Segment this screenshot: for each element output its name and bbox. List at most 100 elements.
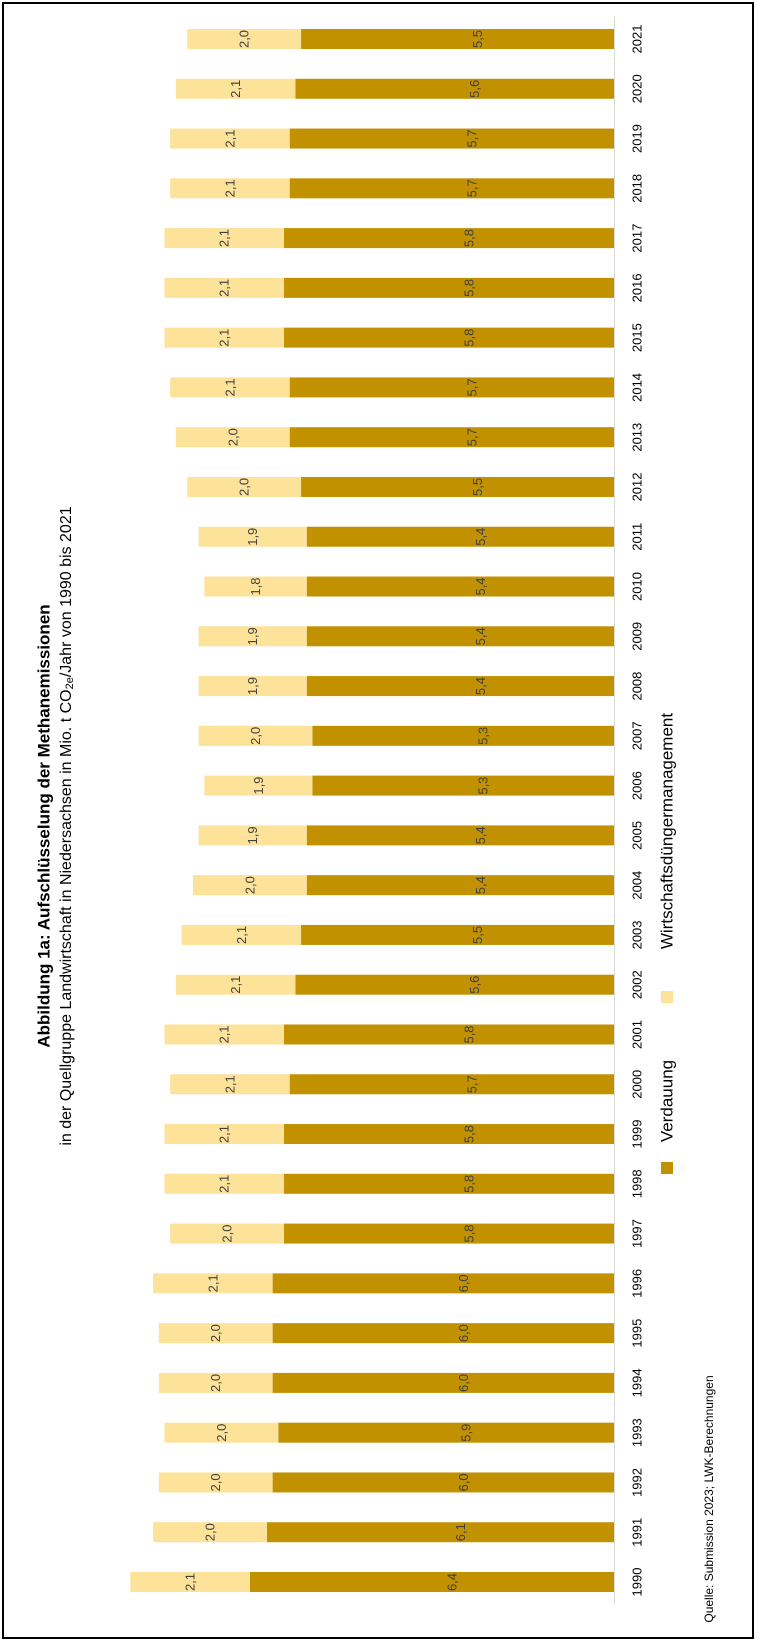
year-tick-label-2019: 2019 xyxy=(630,124,645,153)
bar-verdauung-2010 xyxy=(306,576,614,597)
year-tick-label-2010: 2010 xyxy=(630,572,645,601)
year-tick-label-2007: 2007 xyxy=(630,721,645,750)
data-label-verdauung-2013: 5,7 xyxy=(464,428,479,446)
bar-wirtschaftsduenger-1998 xyxy=(164,1173,284,1194)
data-label-wirtschaftsduenger-2005: 1,9 xyxy=(245,826,260,844)
chart-title: Abbildung 1a: Aufschlüsselung der Methan… xyxy=(35,604,54,1047)
data-label-verdauung-1993: 5,9 xyxy=(459,1424,474,1442)
year-tick-label-2018: 2018 xyxy=(630,174,645,203)
data-label-verdauung-2010: 5,4 xyxy=(473,577,488,595)
data-label-verdauung-2020: 5,6 xyxy=(467,80,482,98)
data-label-verdauung-1999: 5,8 xyxy=(461,1125,476,1143)
data-label-wirtschaftsduenger-2007: 2,0 xyxy=(248,727,263,745)
data-label-wirtschaftsduenger-2001: 2,1 xyxy=(217,1025,232,1043)
bar-verdauung-1999 xyxy=(283,1124,614,1145)
bar-verdauung-2021 xyxy=(301,29,614,49)
data-label-wirtschaftsduenger-1995: 2,0 xyxy=(208,1324,223,1342)
bar-verdauung-1996 xyxy=(272,1273,614,1294)
bar-verdauung-1992 xyxy=(272,1472,614,1493)
legend-label-verdauung: Verdauung xyxy=(658,1060,677,1142)
year-tick-label-2000: 2000 xyxy=(630,1070,645,1099)
year-tick-label-2021: 2021 xyxy=(630,25,645,54)
data-label-wirtschaftsduenger-2003: 2,1 xyxy=(234,926,249,944)
data-label-wirtschaftsduenger-2011: 1,9 xyxy=(245,528,260,546)
bar-verdauung-2017 xyxy=(283,228,614,249)
bar-wirtschaftsduenger-1991 xyxy=(153,1522,267,1543)
bar-wirtschaftsduenger-1999 xyxy=(164,1124,284,1145)
bar-wirtschaftsduenger-1995 xyxy=(158,1323,273,1344)
bar-wirtschaftsduenger-1993 xyxy=(164,1422,279,1443)
legend-swatch-verdauung xyxy=(661,1162,673,1174)
data-label-verdauung-2011: 5,4 xyxy=(473,528,488,546)
bar-verdauung-2011 xyxy=(306,526,614,547)
bar-wirtschaftsduenger-2016 xyxy=(164,277,284,298)
data-label-wirtschaftsduenger-2014: 2,1 xyxy=(222,378,237,396)
bar-verdauung-2016 xyxy=(283,277,614,298)
bar-wirtschaftsduenger-2018 xyxy=(170,178,290,199)
data-label-verdauung-2006: 5,3 xyxy=(476,777,491,795)
bar-verdauung-2009 xyxy=(306,626,614,647)
bar-verdauung-2012 xyxy=(301,476,614,497)
bar-wirtschaftsduenger-2015 xyxy=(164,327,284,348)
data-label-verdauung-2001: 5,8 xyxy=(461,1025,476,1043)
bar-wirtschaftsduenger-2005 xyxy=(198,825,307,846)
data-label-verdauung-2003: 5,5 xyxy=(470,926,485,944)
bar-verdauung-1993 xyxy=(278,1422,614,1443)
bar-wirtschaftsduenger-2021 xyxy=(187,29,302,49)
data-label-wirtschaftsduenger-1990: 2,1 xyxy=(183,1573,198,1591)
data-label-verdauung-2014: 5,7 xyxy=(464,378,479,396)
data-label-verdauung-1994: 6,0 xyxy=(456,1374,471,1392)
year-tick-label-2017: 2017 xyxy=(630,224,645,253)
data-label-verdauung-2015: 5,8 xyxy=(461,329,476,347)
data-label-wirtschaftsduenger-1991: 2,0 xyxy=(203,1523,218,1541)
data-label-verdauung-2007: 5,3 xyxy=(476,727,491,745)
bar-wirtschaftsduenger-1992 xyxy=(158,1472,273,1493)
data-label-verdauung-2005: 5,4 xyxy=(473,826,488,844)
data-label-wirtschaftsduenger-1998: 2,1 xyxy=(217,1175,232,1193)
bar-wirtschaftsduenger-2013 xyxy=(175,427,290,448)
data-label-wirtschaftsduenger-2013: 2,0 xyxy=(225,428,240,446)
bar-wirtschaftsduenger-1997 xyxy=(170,1223,284,1244)
methane-emissions-chart: 6,4 2,1 1990 6,1 2,0 1991 6,0 2,0 1992 5,9 2,0 1993… xyxy=(35,16,716,1623)
data-label-verdauung-2004: 5,4 xyxy=(473,876,488,894)
data-label-verdauung-2002: 5,6 xyxy=(467,976,482,994)
bar-verdauung-2020 xyxy=(295,78,614,99)
year-tick-label-1997: 1997 xyxy=(630,1219,645,1248)
source-note: Quelle: Submission 2023; LWK-Berechnunge… xyxy=(702,1375,716,1622)
data-label-wirtschaftsduenger-1996: 2,1 xyxy=(205,1274,220,1292)
bar-verdauung-2013 xyxy=(289,427,614,448)
bar-verdauung-2003 xyxy=(301,924,614,945)
data-label-wirtschaftsduenger-2015: 2,1 xyxy=(217,329,232,347)
data-label-wirtschaftsduenger-1993: 2,0 xyxy=(214,1424,229,1442)
data-label-wirtschaftsduenger-2004: 2,0 xyxy=(242,876,257,894)
data-label-wirtschaftsduenger-2012: 2,0 xyxy=(237,478,252,496)
bar-wirtschaftsduenger-2006 xyxy=(204,775,313,796)
bar-wirtschaftsduenger-1990 xyxy=(130,1572,250,1592)
data-label-wirtschaftsduenger-2010: 1,8 xyxy=(248,577,263,595)
legend-swatch-wirtschaftsduenger xyxy=(661,991,673,1003)
data-label-verdauung-1998: 5,8 xyxy=(461,1175,476,1193)
data-label-verdauung-2017: 5,8 xyxy=(461,229,476,247)
bar-verdauung-2014 xyxy=(289,377,614,398)
year-tick-label-1999: 1999 xyxy=(630,1120,645,1149)
bar-verdauung-2007 xyxy=(312,725,614,746)
year-tick-label-2006: 2006 xyxy=(630,771,645,800)
chart-subtitle: in der Quellgruppe Landwirtschaft in Nie… xyxy=(58,506,77,1145)
year-tick-label-2002: 2002 xyxy=(630,970,645,999)
year-tick-label-2020: 2020 xyxy=(630,74,645,103)
bar-wirtschaftsduenger-2004 xyxy=(192,875,307,896)
bar-verdauung-2000 xyxy=(289,1074,614,1095)
year-tick-label-2016: 2016 xyxy=(630,273,645,302)
bar-verdauung-1994 xyxy=(272,1372,614,1393)
bar-wirtschaftsduenger-2020 xyxy=(175,78,296,99)
data-label-verdauung-2016: 5,8 xyxy=(461,279,476,297)
bar-wirtschaftsduenger-1996 xyxy=(153,1273,273,1294)
bar-wirtschaftsduenger-2014 xyxy=(170,377,290,398)
data-label-wirtschaftsduenger-2017: 2,1 xyxy=(217,229,232,247)
data-label-verdauung-2019: 5,7 xyxy=(464,130,479,148)
bar-wirtschaftsduenger-2001 xyxy=(164,1024,284,1045)
data-label-verdauung-2021: 5,5 xyxy=(470,30,485,48)
data-label-verdauung-2009: 5,4 xyxy=(473,627,488,645)
legend-label-wirtschaftsduenger: Wirtschaftsdüngermanagement xyxy=(658,713,677,950)
bar-wirtschaftsduenger-2007 xyxy=(198,725,313,746)
